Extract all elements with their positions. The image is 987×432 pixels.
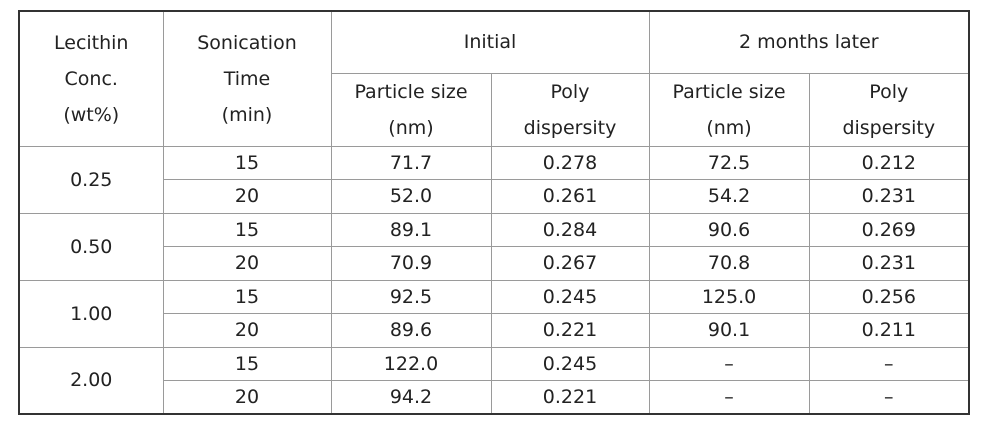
data-cell: 54.2 bbox=[648, 179, 810, 214]
data-cell: 94.2 bbox=[330, 380, 492, 415]
data-cell: 71.7 bbox=[330, 145, 492, 180]
data-cell: – bbox=[808, 346, 970, 381]
data-cell: 0.267 bbox=[490, 246, 650, 281]
cell-line: (wt%) bbox=[63, 103, 120, 126]
data-cell: 122.0 bbox=[330, 346, 492, 381]
cell-line: (nm) bbox=[388, 116, 434, 139]
data-cell: 92.5 bbox=[330, 279, 492, 314]
data-cell: 0.256 bbox=[808, 279, 970, 314]
data-cell: 125.0 bbox=[648, 279, 810, 314]
header-cell: Poly dispersity bbox=[808, 72, 970, 147]
cell-line: dispersity bbox=[842, 116, 936, 139]
data-cell: 0.221 bbox=[490, 380, 650, 415]
header-group: Initial bbox=[330, 10, 650, 74]
data-row: 0.25 15 71.7 0.278 72.5 0.212 bbox=[18, 145, 970, 214]
data-cell: 20 bbox=[162, 313, 332, 348]
data-cell: 0.261 bbox=[490, 179, 650, 214]
data-cell: 0.231 bbox=[808, 246, 970, 281]
data-cell: 0.211 bbox=[808, 313, 970, 348]
data-cell: – bbox=[808, 380, 970, 415]
cell-line: Particle size bbox=[672, 80, 786, 103]
cell-line: dispersity bbox=[523, 116, 617, 139]
data-cell: 0.269 bbox=[808, 212, 970, 247]
data-cell: 0.231 bbox=[808, 179, 970, 214]
data-cell: 20 bbox=[162, 246, 332, 281]
cell-line: Particle size bbox=[354, 80, 468, 103]
data-cell: 0.278 bbox=[490, 145, 650, 180]
cell-line: Poly bbox=[869, 80, 909, 103]
data-cell: 89.6 bbox=[330, 313, 492, 348]
cell-line: Lecithin bbox=[54, 31, 129, 54]
data-cell: 90.1 bbox=[648, 313, 810, 348]
data-row: 1.00 15 92.5 0.245 125.0 0.256 bbox=[18, 279, 970, 348]
cell-line: Poly bbox=[550, 80, 590, 103]
data-cell: 15 bbox=[162, 212, 332, 247]
data-cell: 15 bbox=[162, 279, 332, 314]
data-cell: 15 bbox=[162, 346, 332, 381]
header-cell: Sonication Time (min) bbox=[162, 10, 332, 147]
table-body: Lecithin Conc. (wt%) Sonication Time (min) Ini… bbox=[18, 10, 970, 415]
header-row: Particle size (nm) Poly dispersity Particle … bbox=[19, 72, 970, 147]
data-cell: 0.284 bbox=[490, 212, 650, 247]
data-cell: 0.245 bbox=[490, 346, 650, 381]
cell-line: Conc. bbox=[64, 67, 118, 90]
concentration-cell: 0.25 bbox=[18, 145, 164, 214]
data-cell: 52.0 bbox=[330, 179, 492, 214]
data-cell: – bbox=[648, 346, 810, 381]
data-cell: 0.221 bbox=[490, 313, 650, 348]
data-cell: 89.1 bbox=[330, 212, 492, 247]
data-cell: – bbox=[648, 380, 810, 415]
data-cell: 70.9 bbox=[330, 246, 492, 281]
header-row: Lecithin Conc. (wt%) Sonication Time (min) Ini… bbox=[18, 10, 970, 147]
data-row: 20 89.6 0.221 90.1 0.211 bbox=[19, 313, 970, 348]
data-row: 20 70.9 0.267 70.8 0.231 bbox=[19, 246, 970, 281]
data-cell: 72.5 bbox=[648, 145, 810, 180]
data-cell: 90.6 bbox=[648, 212, 810, 247]
cell-line: Sonication bbox=[197, 31, 297, 54]
data-cell: 20 bbox=[162, 380, 332, 415]
cell-line: (nm) bbox=[706, 116, 752, 139]
data-row: 20 52.0 0.261 54.2 0.231 bbox=[19, 179, 970, 214]
header-cell: Lecithin Conc. (wt%) bbox=[18, 10, 164, 147]
cell-line: (min) bbox=[221, 103, 273, 126]
header-cell: Particle size (nm) bbox=[648, 72, 810, 147]
data-cell: 20 bbox=[162, 179, 332, 214]
data-row: 20 94.2 0.221– – bbox=[19, 380, 970, 415]
data-cell: 0.245 bbox=[490, 279, 650, 314]
data-table: Lecithin Conc. (wt%) Sonication Time (min) Ini… bbox=[18, 10, 971, 415]
data-row: 0.50 15 89.1 0.284 90.6 0.269 bbox=[18, 212, 970, 281]
header-cell: Poly dispersity bbox=[490, 72, 650, 147]
header-cell: Particle size (nm) bbox=[330, 72, 492, 147]
concentration-cell: 1.00 bbox=[18, 279, 164, 348]
data-cell: 15 bbox=[162, 145, 332, 180]
concentration-cell: 0.50 bbox=[18, 212, 164, 281]
data-cell: 0.212 bbox=[808, 145, 970, 180]
header-group: 2 months later bbox=[648, 10, 970, 74]
cell-line: Time bbox=[223, 67, 271, 90]
data-row: 2.00 15 122.0 0.245– – bbox=[18, 346, 970, 415]
data-cell: 70.8 bbox=[648, 246, 810, 281]
concentration-cell: 2.00 bbox=[18, 346, 164, 415]
